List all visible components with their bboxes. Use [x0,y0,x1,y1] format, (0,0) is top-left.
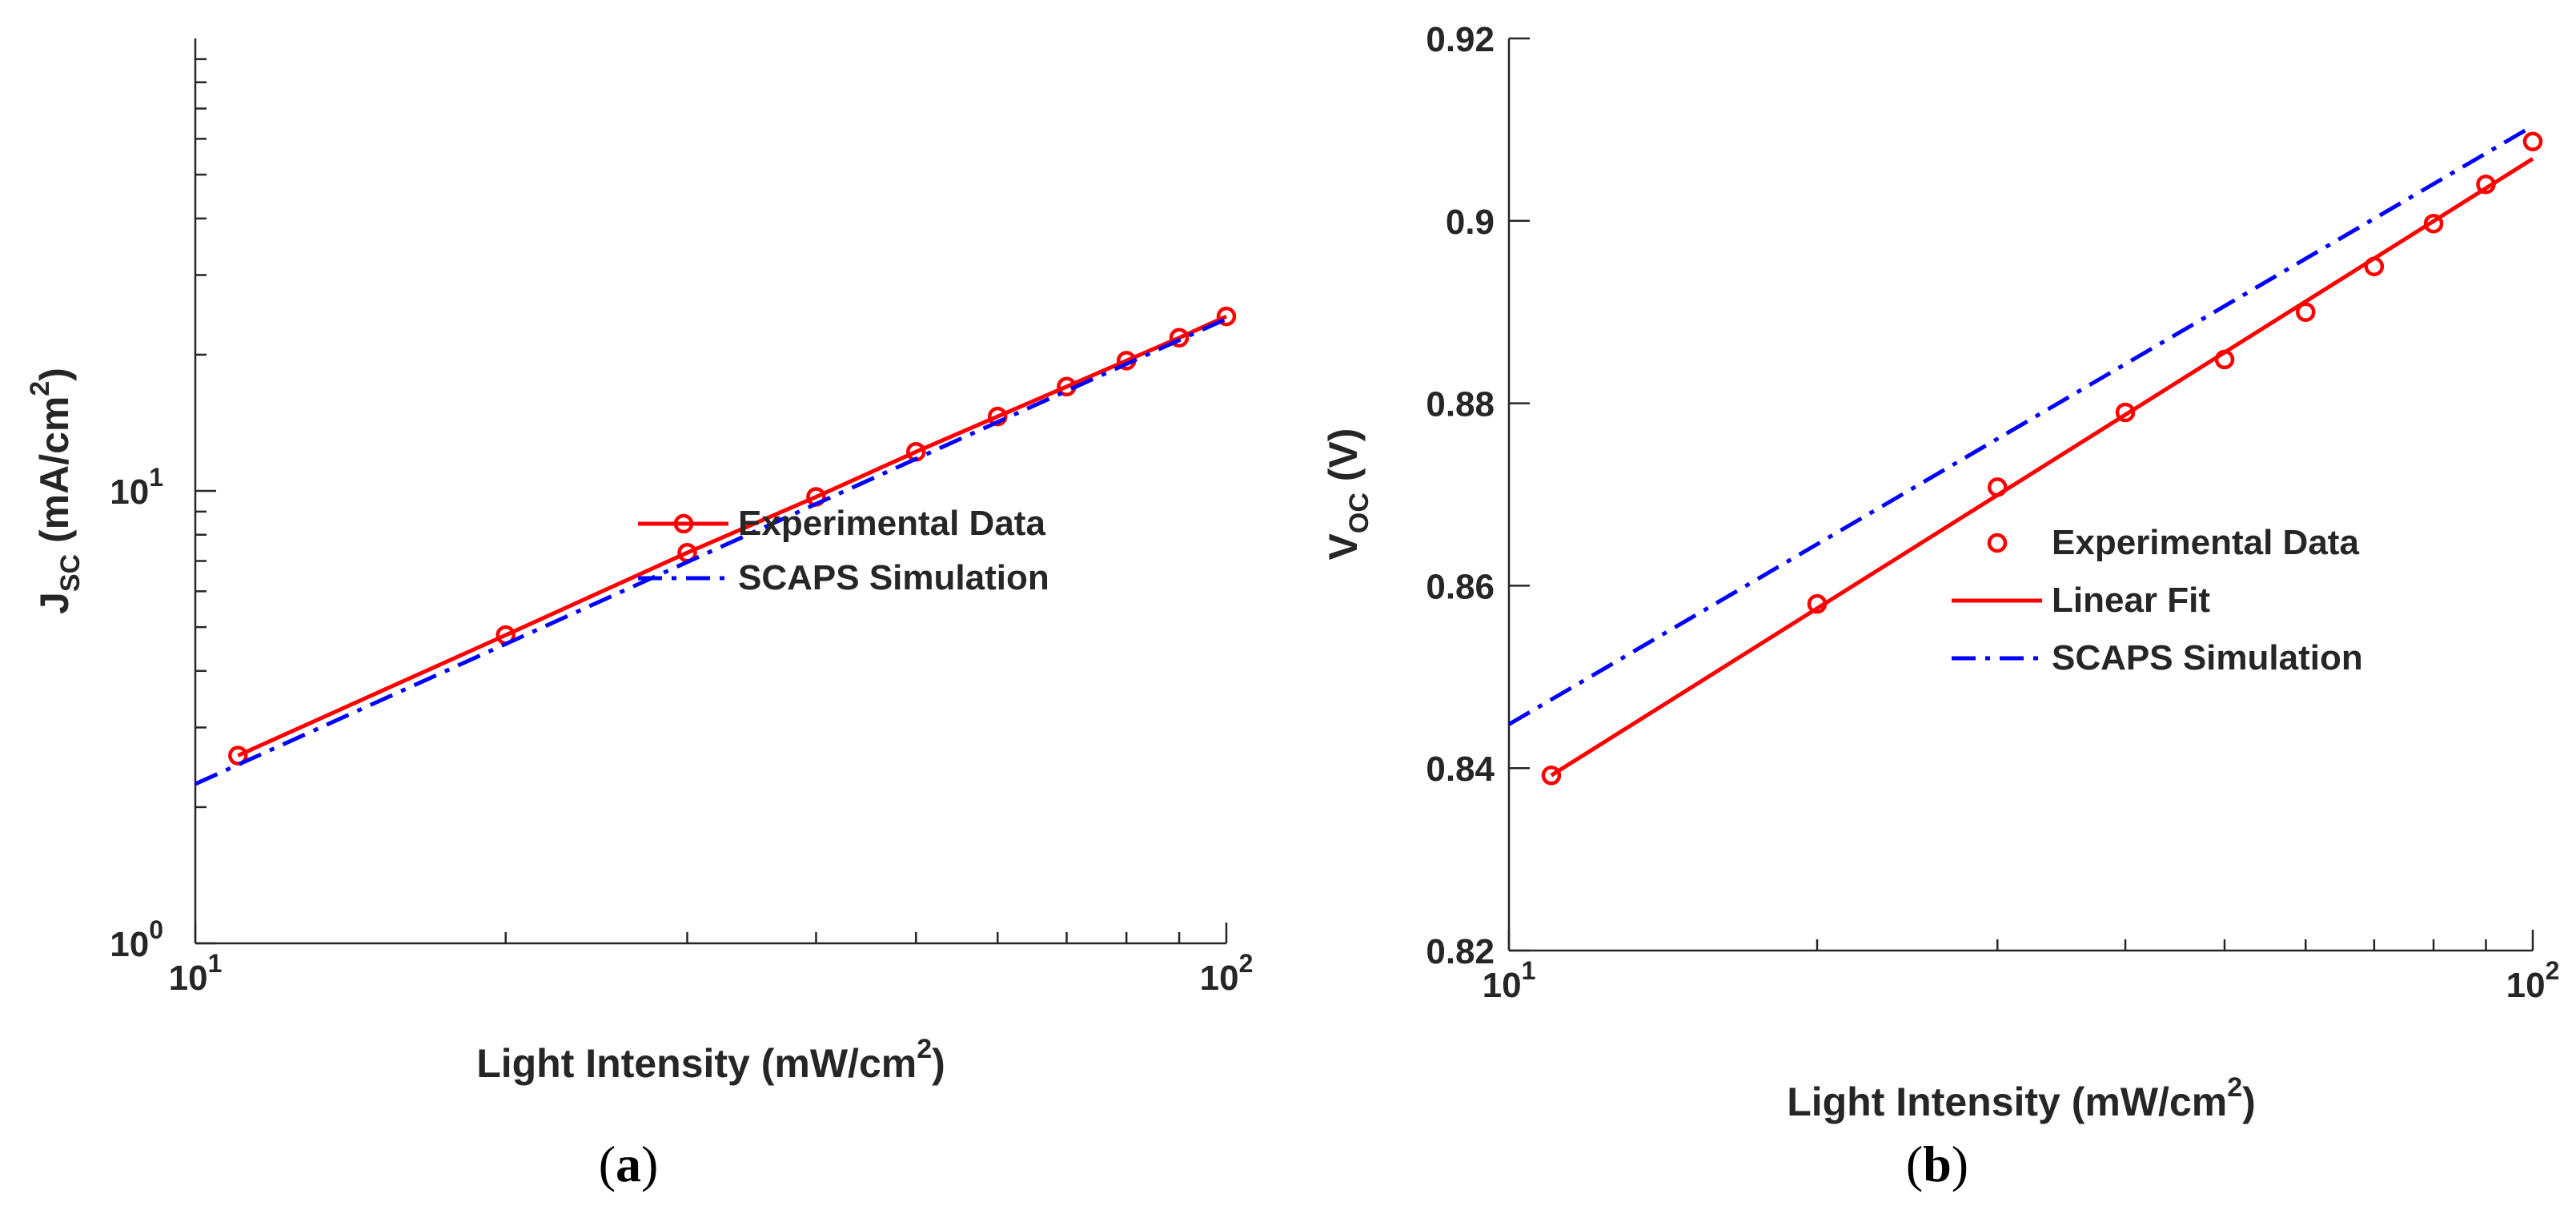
y-tick-base: 10 [110,472,149,512]
x-tick-exponent: 1 [208,949,223,978]
y-tick-label: 0.86 [1426,567,1495,606]
experimental-line [1550,157,2534,778]
legend-label: SCAPS Simulation [738,558,1049,597]
x-tick-exponent: 2 [1239,949,1254,978]
simulation-line [1507,124,2534,726]
x-tick-exponent: 2 [2546,956,2560,985]
x-axis-label: Light Intensity (mW/cm2) [476,1034,945,1086]
data-point [1169,328,1190,348]
y-axis-label-main: J [32,592,77,614]
y-axis-label-sub: OC [1344,492,1374,533]
legend: Experimental Data Linear Fit SCAPS Simulat… [1952,523,2363,677]
caption-close: ) [641,1136,658,1192]
legend: Experimental Data SCAPS Simulation [638,504,1049,597]
data-point [228,746,248,766]
caption-letter: b [1923,1136,1952,1192]
experimental-line [237,314,1228,758]
simulation-line [194,316,1228,786]
legend-label: Experimental Data [2052,523,2359,562]
legend-marker [673,513,694,534]
panel-caption: (a) [599,1136,659,1192]
panel-caption: (b) [1906,1136,1968,1192]
y-tick-label: 0.82 [1426,932,1495,971]
x-tick-label: 102 [1200,949,1254,998]
data-point [2522,131,2543,151]
y-tick-exponent: 0 [149,915,163,944]
y-axis-label-end: ) [32,368,77,381]
data-point [1541,766,1562,786]
data-point [2296,302,2316,322]
y-tick-label: 0.92 [1426,20,1495,59]
y-tick-label: 100 [110,915,163,964]
x-axis-label-end: ) [2242,1079,2256,1124]
caption-letter: a [616,1136,641,1192]
legend-label: Experimental Data [738,504,1045,543]
caption-close: ) [1952,1136,1968,1192]
y-tick-label: 0.9 [1446,203,1495,242]
legend-label: Linear Fit [2052,581,2210,620]
x-axis-label-main: Light Intensity (mW/cm [1787,1079,2227,1124]
x-axis-label: Light Intensity (mW/cm2) [1787,1072,2256,1124]
y-axis-label: JSC (mA/cm2) [25,368,86,614]
x-axis-label-sup: 2 [917,1034,932,1064]
y-axis-label: VOC (V) [1321,428,1374,561]
caption-open: ( [1906,1136,1923,1192]
caption-open: ( [599,1136,616,1192]
legend-label: SCAPS Simulation [2052,638,2363,677]
data-point [2115,402,2136,423]
y-axis-label-mid: (mA/cm [32,396,77,554]
legend-marker [1987,533,2008,553]
y-axis-label-end: (V) [1321,428,1366,493]
y-axis-label-sup: 2 [25,381,55,396]
x-tick-base: 10 [1200,959,1239,998]
y-tick-label: 0.84 [1426,750,1495,789]
y-axis-label-main: V [1321,533,1366,560]
x-tick-base: 10 [2506,966,2546,1005]
x-tick-label: 101 [1483,956,1536,1005]
x-tick-base: 10 [1483,966,1522,1005]
y-tick-base: 10 [110,925,149,964]
y-tick-label: 0.88 [1426,385,1495,424]
x-axis-label-end: ) [932,1041,945,1086]
x-tick-label: 101 [169,949,223,998]
x-axis-label-main: Light Intensity (mW/cm [476,1041,917,1086]
x-tick-base: 10 [169,959,208,998]
data-point [1216,306,1237,327]
x-tick-exponent: 1 [1522,956,1536,985]
data-point [2423,213,2444,234]
x-tick-label: 102 [2506,956,2560,1005]
x-axis-label-sup: 2 [2227,1072,2242,1103]
y-tick-exponent: 1 [149,463,163,492]
data-point [988,406,1008,427]
y-tick-label: 101 [110,463,163,512]
y-axis-label-sub: SC [55,554,86,592]
